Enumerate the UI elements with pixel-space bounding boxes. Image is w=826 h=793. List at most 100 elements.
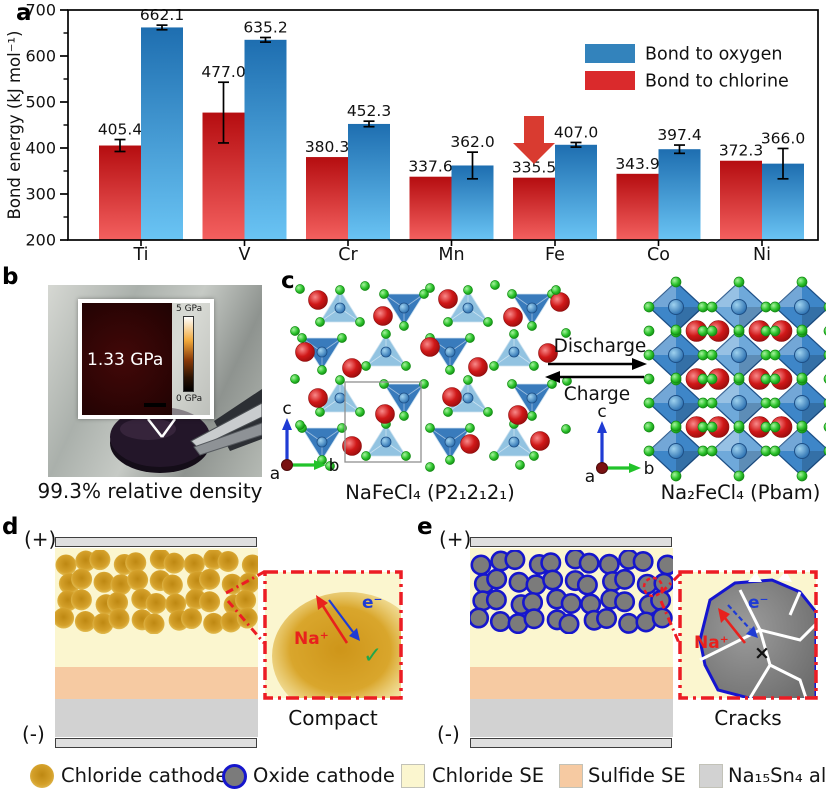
axis-c-label-right: c (597, 402, 606, 422)
pellet-photo: 1.33 GPa 5 GPa 0 GPa (48, 285, 262, 477)
svg-text:407.0: 407.0 (554, 123, 598, 141)
negative-electrode-label-d: (-) (22, 722, 45, 746)
positive-electrode-label-d: (+) (24, 527, 57, 551)
svg-text:700: 700 (25, 1, 56, 20)
sodium-ion-label-d: Na⁺ (294, 629, 329, 649)
pressure-value: 1.33 GPa (87, 350, 164, 370)
electron-arrow (727, 604, 751, 630)
svg-text:300: 300 (25, 185, 56, 204)
oxide-particle (698, 578, 816, 698)
chloride-cathode-swatch (30, 764, 54, 788)
svg-text:662.1: 662.1 (140, 6, 184, 24)
svg-text:600: 600 (25, 47, 56, 66)
svg-text:397.4: 397.4 (657, 126, 701, 144)
nafecl4-caption: NaFeCl₄ (P2₁2₁2₁) (345, 481, 515, 504)
svg-text:335.5: 335.5 (512, 159, 556, 177)
svg-text:V: V (239, 245, 251, 265)
compact-caption: Compact (288, 706, 378, 730)
na-ion-arrow (321, 605, 349, 644)
tweezers-prong-2 (193, 422, 262, 456)
svg-text:Bond to oxygen: Bond to oxygen (645, 45, 782, 65)
discharge-arrowhead (632, 358, 647, 370)
na2fecl4-caption: Na₂FeCl₄ (Pbam) (660, 481, 821, 504)
legend-label-oxide-cathode: Oxide cathode (253, 764, 395, 787)
chloride-se-swatch (401, 764, 425, 788)
zoom-inset-cracks: Na⁺ e⁻ × (678, 570, 818, 700)
figure-legend: Chloride cathode Oxide cathode Chloride … (0, 758, 826, 793)
electron-arrowhead (746, 626, 758, 638)
pellet-highlight (120, 418, 176, 440)
svg-text:400: 400 (25, 139, 56, 158)
crack-line-4 (769, 663, 808, 698)
scale-bar (144, 403, 166, 407)
panel-e-label: e (417, 514, 433, 540)
alloy-layer-d (55, 699, 258, 737)
sulfide-se-swatch (559, 764, 583, 788)
inset-border (678, 570, 818, 700)
svg-text:Bond energy (kJ mol⁻¹): Bond energy (kJ mol⁻¹) (5, 31, 24, 220)
chloride-se-layer-d (55, 548, 258, 667)
svg-text:Ti: Ti (132, 245, 148, 265)
oxide-cathode-particles (470, 550, 673, 634)
crystal-structures: c b a c b a (270, 276, 826, 487)
sulfide-se-layer-e (470, 667, 673, 699)
connector-line (659, 573, 681, 595)
alloy-swatch (699, 764, 723, 788)
negative-electrode-d (55, 738, 257, 748)
chloride-cathode-particles (55, 550, 258, 634)
panel-a-label: a (16, 0, 32, 26)
panel-d-label: d (2, 514, 19, 540)
panel-c-label: c (281, 268, 295, 294)
c-axis-head-right (597, 421, 607, 433)
svg-text:Co: Co (647, 245, 670, 265)
connector-line-2 (226, 600, 266, 644)
alloy-layer-e (470, 699, 673, 737)
zoom-connector-d (225, 570, 266, 644)
discharge-label: Discharge (553, 336, 647, 357)
cracked-particle-art (678, 570, 818, 700)
cross-icon: × (754, 642, 770, 664)
charge-label: Charge (563, 384, 631, 405)
panel-b-label: b (2, 264, 19, 290)
inset-border (263, 570, 403, 700)
crack-line-5 (788, 591, 802, 616)
a-axis-dot-left (281, 459, 293, 471)
legend-label-alloy: Na₁₅Sn₄ alloy (728, 764, 826, 787)
svg-text:362.0: 362.0 (450, 133, 494, 151)
axis-a-label-left: a (270, 464, 280, 484)
crack-jag-2 (778, 572, 792, 582)
cracks-caption: Cracks (714, 706, 782, 730)
svg-text:Cr: Cr (338, 245, 358, 265)
afm-inset: 1.33 GPa 5 GPa 0 GPa (78, 299, 214, 419)
svg-text:343.9: 343.9 (615, 155, 659, 173)
highlight-circle (642, 576, 664, 598)
relative-density-caption: 99.3% relative density (37, 479, 263, 503)
inset-pointer-line-2 (160, 418, 177, 438)
c-axis-head-left (282, 418, 292, 430)
positive-electrode-d (55, 537, 257, 547)
oxide-cathode-swatch (222, 764, 247, 789)
negative-electrode-label-e: (-) (437, 722, 460, 746)
charge-arrowhead (545, 371, 560, 383)
svg-text:500: 500 (25, 93, 56, 112)
positive-electrode-label-e: (+) (439, 527, 472, 551)
axis-b-label-left: b (329, 456, 340, 476)
na-ion-arrowhead (316, 595, 328, 610)
bond-energy-chart: 405.4 662.1 Ti 477.0 635.2 V 380.3 452.3 Cr 337.6… (5, 1, 819, 265)
check-icon: ✓ (363, 643, 383, 669)
sulfide-se-layer-d (55, 667, 258, 699)
a-axis-dot-right (596, 462, 608, 474)
na-ion-arrowhead (718, 608, 730, 623)
svg-text:Fe: Fe (545, 245, 565, 265)
colorbar (183, 316, 194, 392)
svg-text:Ni: Ni (753, 245, 771, 265)
zoom-connector-e (642, 573, 681, 644)
svg-text:366.0: 366.0 (761, 129, 805, 147)
svg-text:380.3: 380.3 (305, 138, 349, 156)
svg-text:635.2: 635.2 (243, 19, 287, 37)
axis-a-label-right: a (585, 467, 595, 487)
chloride-particle (272, 592, 401, 698)
b-axis-head-right (629, 463, 641, 473)
pellet-photo-art (110, 389, 262, 473)
